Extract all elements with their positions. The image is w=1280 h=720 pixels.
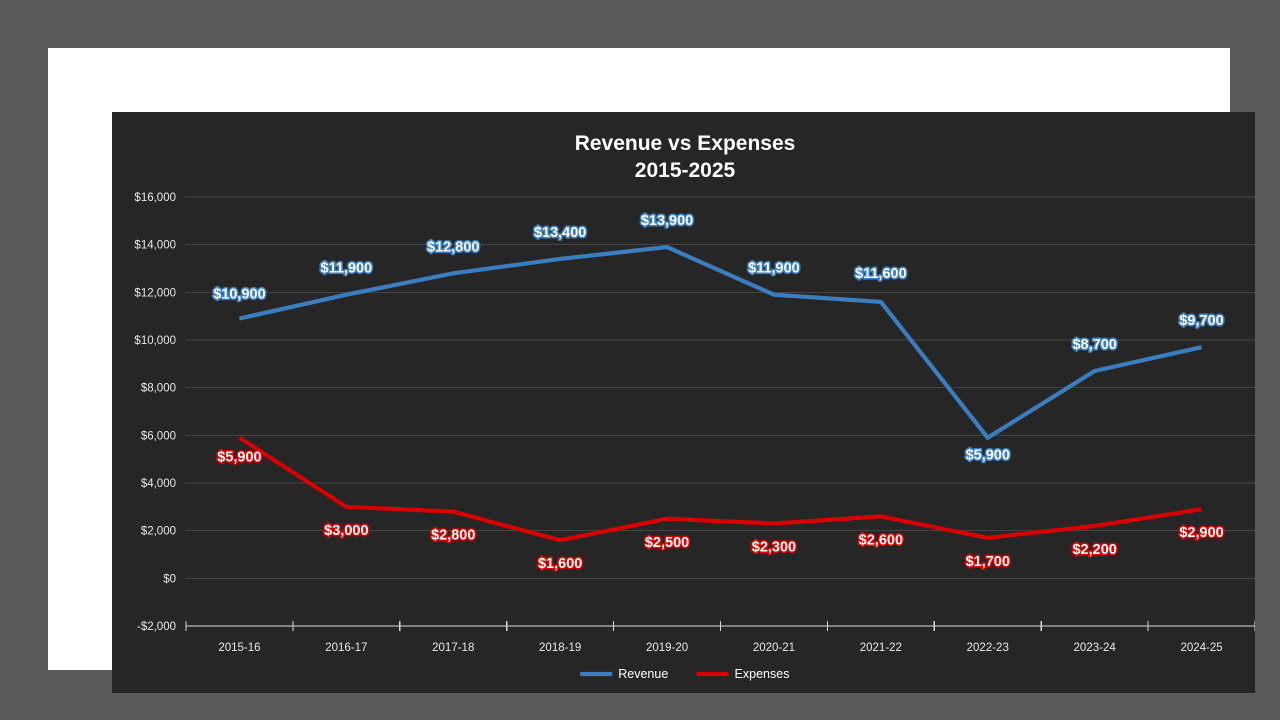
- x-axis-tick-label: 2016-17: [325, 642, 367, 654]
- chart-legend[interactable]: Revenue Expenses: [580, 667, 789, 681]
- data-label-expenses: $3,000: [324, 523, 368, 539]
- data-label-expenses: $5,900: [217, 450, 261, 466]
- chart-title-line2: 2015-2025: [635, 159, 736, 182]
- data-label-expenses: $2,300: [752, 540, 796, 556]
- data-label-expenses: $1,600: [538, 556, 582, 572]
- x-axis-tick-label: 2018-19: [539, 642, 581, 654]
- y-axis-tick-label: $6,000: [141, 430, 176, 442]
- y-axis-tick-label: $8,000: [141, 383, 176, 395]
- chart-canvas[interactable]: Revenue vs Expenses 2015-2025 $16,000 $14…: [112, 112, 1255, 693]
- series-lines-group[interactable]: [238, 244, 1203, 543]
- series-line-expenses[interactable]: [238, 435, 1202, 543]
- x-axis-tick-label: 2019-20: [646, 642, 688, 654]
- data-label-expenses: $2,500: [645, 535, 689, 551]
- legend-label-revenue[interactable]: Revenue: [618, 667, 668, 681]
- x-axis-tick-label: 2024-25: [1180, 642, 1222, 654]
- data-label-revenue: $11,600: [855, 266, 907, 282]
- y-axis-tick-labels: $16,000 $14,000 $12,000 $10,000 $8,000 $6,000…: [134, 192, 176, 633]
- legend-label-expenses[interactable]: Expenses: [735, 667, 790, 681]
- data-label-expenses: $2,200: [1072, 542, 1116, 558]
- data-label-revenue: $13,400: [534, 225, 586, 241]
- y-axis-tick-label: $14,000: [134, 240, 176, 252]
- x-axis-group: [185, 621, 1255, 631]
- x-axis-tick-label: 2021-22: [860, 642, 902, 654]
- y-axis-tick-label: $12,000: [134, 287, 176, 299]
- data-label-revenue: $5,900: [966, 448, 1010, 464]
- data-label-expenses: $2,900: [1179, 525, 1223, 541]
- slide-frame: Revenue vs Expenses 2015-2025 $16,000 $14…: [48, 48, 1255, 693]
- series-line-revenue[interactable]: [238, 244, 1203, 441]
- x-axis-tick-label: 2022-23: [967, 642, 1009, 654]
- x-axis-tick-labels: 2015-16 2016-17 2017-18 2018-19 2019-20 2020-…: [218, 642, 1222, 654]
- data-label-revenue: $8,700: [1072, 337, 1116, 353]
- data-label-revenue: $9,700: [1179, 313, 1223, 329]
- x-axis-tick-label: 2023-24: [1074, 642, 1117, 654]
- data-label-revenue: $10,900: [213, 287, 265, 303]
- data-label-expenses: $2,800: [431, 528, 475, 544]
- y-axis-tick-label: $4,000: [141, 478, 176, 490]
- y-axis-tick-label: $2,000: [141, 526, 176, 538]
- x-axis-tick-label: 2020-21: [753, 642, 795, 654]
- data-label-revenue: $11,900: [321, 261, 373, 277]
- x-axis-tick-label: 2017-18: [432, 642, 474, 654]
- chart-title-group: Revenue vs Expenses 2015-2025: [575, 132, 796, 182]
- data-labels-group: $10,900 $11,900 $12,800 $13,400 $13,900 $11,9…: [212, 211, 1226, 573]
- x-axis-tick-label: 2015-16: [218, 642, 260, 654]
- y-axis-tick-label: $10,000: [134, 335, 176, 347]
- y-axis-tick-label: $0: [163, 573, 176, 585]
- data-label-expenses: $1,700: [966, 554, 1010, 570]
- data-label-revenue: $13,900: [641, 213, 693, 229]
- chart-title-line1: Revenue vs Expenses: [575, 132, 796, 155]
- data-label-revenue: $11,900: [748, 261, 800, 277]
- revenue-vs-expenses-line-chart[interactable]: Revenue vs Expenses 2015-2025 $16,000 $14…: [112, 112, 1255, 693]
- y-axis-tick-label: -$2,000: [137, 621, 176, 633]
- data-label-expenses: $2,600: [859, 532, 903, 548]
- y-axis-tick-label: $16,000: [134, 192, 176, 204]
- data-label-revenue: $12,800: [427, 239, 479, 255]
